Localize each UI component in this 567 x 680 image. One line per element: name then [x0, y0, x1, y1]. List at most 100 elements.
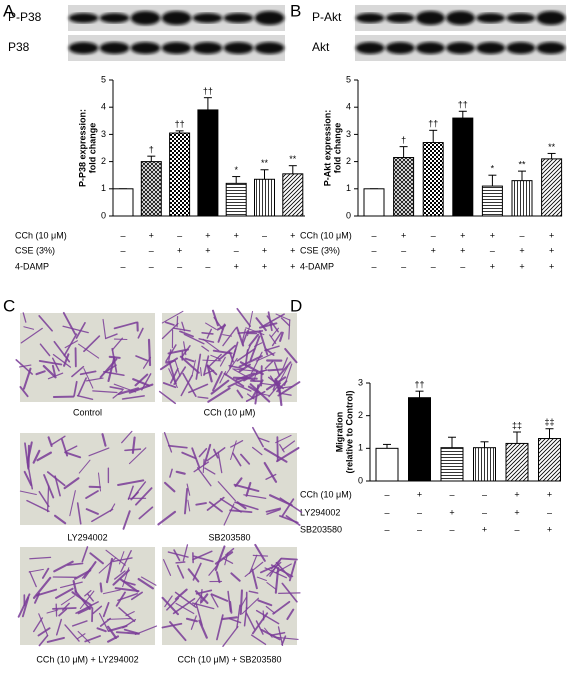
cell	[167, 348, 190, 355]
cell	[29, 556, 52, 560]
cell	[281, 635, 287, 646]
cell	[217, 481, 237, 502]
bar	[169, 132, 191, 217]
condition-sign: +	[417, 489, 422, 499]
cell	[85, 508, 99, 515]
condition-sign: –	[482, 489, 487, 499]
bar	[225, 182, 247, 217]
condition-label: CSE (3%)	[300, 245, 340, 255]
panel-letter: C	[3, 296, 15, 315]
cell	[50, 435, 66, 446]
condition-sign: +	[519, 261, 524, 271]
cell	[73, 380, 78, 397]
blot-band	[536, 42, 566, 54]
micrograph-caption: Control	[73, 407, 102, 417]
condition-sign: –	[401, 245, 406, 255]
cell	[212, 371, 223, 392]
cell	[158, 390, 177, 405]
panel-letter: A	[3, 1, 15, 20]
cell	[272, 379, 278, 391]
cell	[104, 333, 118, 340]
bar	[112, 188, 134, 217]
significance-mark: **	[518, 159, 526, 169]
cell	[79, 370, 97, 376]
condition-sign: –	[120, 230, 125, 240]
cell	[212, 349, 233, 355]
cell	[197, 396, 209, 399]
cell	[251, 612, 269, 635]
condition-sign: +	[482, 524, 487, 534]
cell	[269, 334, 277, 344]
condition-sign: +	[205, 245, 210, 255]
cell	[161, 622, 183, 629]
cell	[246, 393, 255, 400]
cell	[84, 590, 92, 597]
cell	[137, 327, 144, 339]
cell	[79, 590, 95, 610]
cell	[215, 571, 221, 584]
blot-band	[68, 42, 99, 54]
cell	[222, 626, 239, 647]
cell	[222, 327, 237, 347]
blot-band	[415, 11, 445, 25]
cell	[194, 590, 209, 605]
cell	[52, 353, 72, 368]
cell	[288, 319, 291, 340]
cell	[75, 322, 86, 339]
cell	[103, 371, 125, 377]
cell	[53, 514, 67, 525]
cell	[46, 636, 65, 643]
cell	[185, 617, 198, 623]
cell	[112, 557, 133, 563]
cell	[127, 485, 134, 500]
cell	[99, 582, 103, 593]
cell	[76, 395, 94, 400]
cell	[99, 358, 118, 379]
cell	[191, 602, 215, 610]
cell	[200, 593, 209, 603]
cell	[198, 619, 208, 639]
condition-sign: –	[205, 261, 210, 271]
cell	[193, 596, 201, 607]
cell	[114, 570, 126, 580]
cell	[69, 490, 76, 517]
cell	[249, 335, 261, 362]
y-tick-label: 1	[101, 183, 106, 193]
cell	[37, 627, 51, 637]
cell	[243, 371, 259, 382]
cell	[28, 568, 44, 573]
cell	[225, 547, 235, 556]
condition-sign: +	[234, 230, 239, 240]
significance-mark: †	[149, 145, 154, 155]
cell	[260, 628, 281, 641]
cell	[241, 330, 249, 346]
cell	[42, 364, 57, 379]
significance-mark: ††	[428, 119, 438, 129]
cell	[157, 510, 177, 526]
condition-sign: +	[460, 245, 465, 255]
condition-sign: +	[547, 489, 552, 499]
cell	[161, 310, 184, 324]
cell	[229, 348, 237, 369]
cell	[275, 434, 292, 444]
bar	[254, 178, 275, 217]
bar	[440, 447, 464, 482]
cell	[219, 356, 226, 367]
cell	[204, 467, 216, 475]
cell	[138, 506, 154, 520]
cell	[47, 436, 53, 447]
cell	[265, 507, 282, 513]
cell	[164, 321, 175, 326]
cell	[55, 618, 63, 636]
condition-sign: –	[417, 507, 422, 517]
cell	[169, 468, 173, 478]
micrograph	[20, 547, 155, 645]
cell	[219, 497, 242, 513]
cell	[228, 617, 242, 624]
cell	[206, 496, 225, 511]
blot-band	[68, 13, 99, 23]
cell	[210, 379, 230, 395]
cell	[46, 485, 50, 513]
cell	[115, 591, 126, 607]
condition-sign: +	[431, 245, 436, 255]
